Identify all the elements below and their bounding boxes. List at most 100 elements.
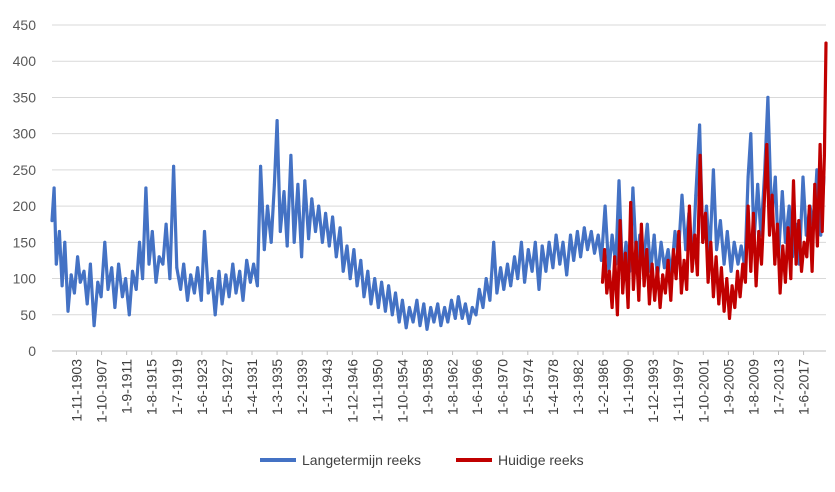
data-point — [778, 291, 782, 295]
y-tick-label: 250 — [13, 162, 37, 178]
data-point — [366, 269, 370, 273]
x-tick-label: 1-11-1903 — [69, 359, 85, 422]
data-point — [626, 306, 630, 309]
data-point — [345, 244, 349, 248]
data-point — [773, 175, 777, 179]
data-point — [141, 277, 145, 281]
data-point — [415, 298, 419, 302]
data-point — [741, 262, 745, 266]
data-point — [488, 298, 492, 302]
data-point — [217, 269, 221, 273]
data-point — [756, 182, 760, 186]
y-tick-label: 200 — [13, 198, 37, 214]
x-tick-label: 1-10-2001 — [695, 359, 711, 423]
data-point — [227, 295, 231, 299]
data-point — [314, 230, 317, 233]
data-point — [797, 219, 801, 223]
x-tick-label: 1-6-2017 — [796, 359, 812, 415]
data-point — [768, 233, 771, 237]
data-point — [760, 262, 763, 266]
data-point — [687, 204, 691, 208]
data-point — [446, 320, 450, 324]
data-point — [57, 230, 61, 233]
axis-layer: 0 50 100 150 200 250 300 350 400 450 1-11-1903 1-10… — [13, 17, 826, 423]
data-point — [631, 186, 635, 190]
x-tick-label: 1-5-1974 — [520, 359, 536, 415]
x-tick-label: 1-10-1907 — [94, 359, 110, 423]
data-point — [400, 298, 404, 302]
data-point — [775, 222, 779, 226]
data-point — [120, 295, 124, 299]
data-point — [732, 240, 736, 244]
data-point — [739, 244, 743, 248]
data-point — [647, 302, 651, 306]
data-point — [773, 262, 777, 266]
data-point — [603, 204, 607, 208]
data-point — [706, 280, 710, 284]
data-point — [746, 204, 750, 208]
data-point — [526, 248, 530, 252]
x-tick-label: 1-10-1954 — [394, 359, 410, 423]
data-point — [794, 262, 798, 266]
data-point — [282, 190, 286, 194]
data-point — [805, 255, 809, 259]
data-point — [674, 277, 678, 281]
data-point — [78, 280, 82, 284]
data-point — [113, 306, 117, 309]
data-point — [411, 320, 415, 324]
data-point — [663, 291, 667, 295]
data-point — [92, 324, 96, 328]
data-point — [802, 240, 806, 244]
data-point — [596, 233, 600, 237]
data-point — [278, 230, 282, 233]
data-point — [484, 277, 488, 281]
data-point — [653, 298, 657, 302]
data-point — [481, 306, 485, 309]
data-point — [637, 298, 641, 302]
legend-item-2: Huidige reeks — [456, 452, 584, 468]
data-point — [800, 269, 803, 273]
data-point — [523, 280, 527, 284]
data-point — [192, 291, 196, 295]
data-point — [704, 211, 707, 215]
data-point — [210, 277, 214, 281]
y-tick-label: 100 — [13, 271, 37, 287]
data-point — [182, 262, 186, 266]
data-point — [659, 240, 663, 244]
y-tick-label: 400 — [13, 53, 37, 69]
data-point — [642, 284, 646, 288]
data-point — [765, 143, 769, 146]
data-point — [85, 302, 89, 306]
data-point — [124, 277, 128, 281]
x-tick-label: 1-1-1990 — [620, 359, 636, 415]
data-point — [320, 240, 324, 244]
data-point — [463, 302, 467, 306]
data-point — [658, 306, 662, 309]
data-point — [96, 280, 100, 284]
data-point — [103, 240, 107, 244]
data-point — [203, 230, 206, 233]
data-point — [662, 266, 666, 270]
data-point — [199, 298, 203, 302]
data-point — [685, 287, 689, 291]
data-point — [450, 298, 453, 302]
data-point — [695, 273, 699, 277]
data-point — [404, 326, 408, 330]
data-point — [540, 244, 544, 248]
data-point — [436, 302, 440, 306]
data-point — [179, 287, 183, 291]
data-point — [238, 269, 242, 273]
data-point — [757, 230, 761, 233]
data-point — [762, 204, 766, 208]
data-point — [661, 273, 665, 277]
data-point — [618, 219, 622, 223]
data-point — [629, 201, 633, 204]
data-point — [810, 269, 814, 273]
data-point — [266, 204, 269, 208]
data-point — [303, 179, 307, 183]
data-point — [206, 291, 210, 295]
data-point — [516, 277, 520, 281]
data-point — [650, 262, 654, 266]
data-point — [397, 320, 401, 324]
data-point — [815, 168, 819, 172]
